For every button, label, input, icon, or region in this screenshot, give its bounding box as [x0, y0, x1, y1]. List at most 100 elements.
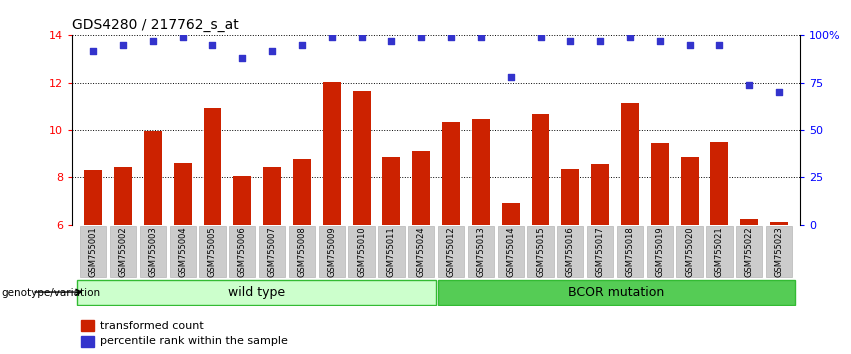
FancyBboxPatch shape — [587, 226, 614, 278]
Point — [176, 34, 190, 40]
Text: GSM755007: GSM755007 — [267, 226, 277, 277]
Text: GSM755018: GSM755018 — [625, 226, 635, 277]
FancyBboxPatch shape — [408, 226, 434, 278]
Text: GSM755010: GSM755010 — [357, 226, 366, 277]
FancyBboxPatch shape — [557, 226, 584, 278]
FancyBboxPatch shape — [318, 226, 345, 278]
Text: GSM755022: GSM755022 — [745, 226, 754, 277]
Bar — [323, 81, 340, 225]
Bar — [681, 157, 699, 225]
Text: GSM755024: GSM755024 — [417, 226, 426, 277]
Bar — [651, 143, 669, 225]
Bar — [263, 167, 281, 225]
Text: GSM755015: GSM755015 — [536, 226, 545, 277]
Bar — [293, 159, 311, 225]
FancyBboxPatch shape — [199, 226, 226, 278]
Text: GSM755011: GSM755011 — [387, 226, 396, 277]
Bar — [233, 176, 251, 225]
Point — [236, 55, 249, 61]
Bar — [770, 222, 788, 225]
Bar — [144, 131, 162, 225]
Point — [504, 74, 517, 80]
Point — [742, 82, 756, 87]
Point — [683, 42, 696, 48]
FancyBboxPatch shape — [766, 226, 792, 278]
Text: GSM755023: GSM755023 — [774, 226, 784, 277]
FancyBboxPatch shape — [736, 226, 762, 278]
FancyBboxPatch shape — [468, 226, 494, 278]
Bar — [412, 152, 430, 225]
Bar — [382, 157, 400, 225]
Bar — [472, 119, 490, 225]
Point — [563, 38, 577, 44]
Point — [593, 38, 607, 44]
Bar — [532, 114, 550, 225]
Text: GSM755001: GSM755001 — [89, 226, 98, 277]
Point — [534, 34, 547, 40]
FancyBboxPatch shape — [437, 280, 796, 305]
Point — [146, 38, 160, 44]
FancyBboxPatch shape — [77, 280, 436, 305]
FancyBboxPatch shape — [528, 226, 554, 278]
Point — [325, 34, 339, 40]
FancyBboxPatch shape — [110, 226, 136, 278]
FancyBboxPatch shape — [259, 226, 285, 278]
Text: genotype/variation: genotype/variation — [2, 288, 100, 298]
Point — [444, 34, 458, 40]
FancyBboxPatch shape — [288, 226, 315, 278]
Text: GSM755012: GSM755012 — [447, 226, 455, 277]
Text: GSM755003: GSM755003 — [148, 226, 157, 277]
Bar — [443, 122, 460, 225]
Text: GSM755013: GSM755013 — [477, 226, 485, 277]
FancyBboxPatch shape — [617, 226, 643, 278]
FancyBboxPatch shape — [379, 226, 404, 278]
Text: GSM755021: GSM755021 — [715, 226, 724, 277]
Point — [206, 42, 220, 48]
Point — [295, 42, 309, 48]
Point — [266, 48, 279, 53]
FancyBboxPatch shape — [498, 226, 524, 278]
Bar — [740, 219, 758, 225]
FancyBboxPatch shape — [140, 226, 166, 278]
Text: GDS4280 / 217762_s_at: GDS4280 / 217762_s_at — [72, 18, 239, 32]
Text: GSM755005: GSM755005 — [208, 226, 217, 277]
Point — [772, 89, 785, 95]
Text: GSM755004: GSM755004 — [178, 226, 187, 277]
Bar — [621, 103, 639, 225]
Bar — [502, 204, 520, 225]
Point — [623, 34, 637, 40]
Text: percentile rank within the sample: percentile rank within the sample — [100, 336, 288, 346]
Bar — [203, 108, 221, 225]
Text: GSM755008: GSM755008 — [298, 226, 306, 277]
Point — [385, 38, 398, 44]
Bar — [562, 169, 580, 225]
Bar — [84, 170, 102, 225]
Bar — [591, 164, 609, 225]
Text: wild type: wild type — [228, 286, 285, 298]
FancyBboxPatch shape — [169, 226, 196, 278]
Bar — [352, 91, 370, 225]
Text: GSM755020: GSM755020 — [685, 226, 694, 277]
Point — [474, 34, 488, 40]
FancyBboxPatch shape — [677, 226, 703, 278]
Text: GSM755017: GSM755017 — [596, 226, 605, 277]
FancyBboxPatch shape — [647, 226, 673, 278]
FancyBboxPatch shape — [80, 226, 106, 278]
Text: transformed count: transformed count — [100, 321, 203, 331]
Bar — [711, 142, 728, 225]
Text: GSM755019: GSM755019 — [655, 226, 665, 277]
Bar — [81, 336, 94, 347]
Point — [414, 34, 428, 40]
Point — [355, 34, 368, 40]
Text: GSM755016: GSM755016 — [566, 226, 574, 277]
Text: GSM755006: GSM755006 — [237, 226, 247, 277]
Point — [117, 42, 130, 48]
Bar — [81, 320, 94, 331]
FancyBboxPatch shape — [229, 226, 255, 278]
FancyBboxPatch shape — [348, 226, 374, 278]
Point — [653, 38, 666, 44]
Bar — [114, 167, 132, 225]
Text: BCOR mutation: BCOR mutation — [568, 286, 665, 298]
FancyBboxPatch shape — [706, 226, 733, 278]
Text: GSM755009: GSM755009 — [328, 226, 336, 277]
